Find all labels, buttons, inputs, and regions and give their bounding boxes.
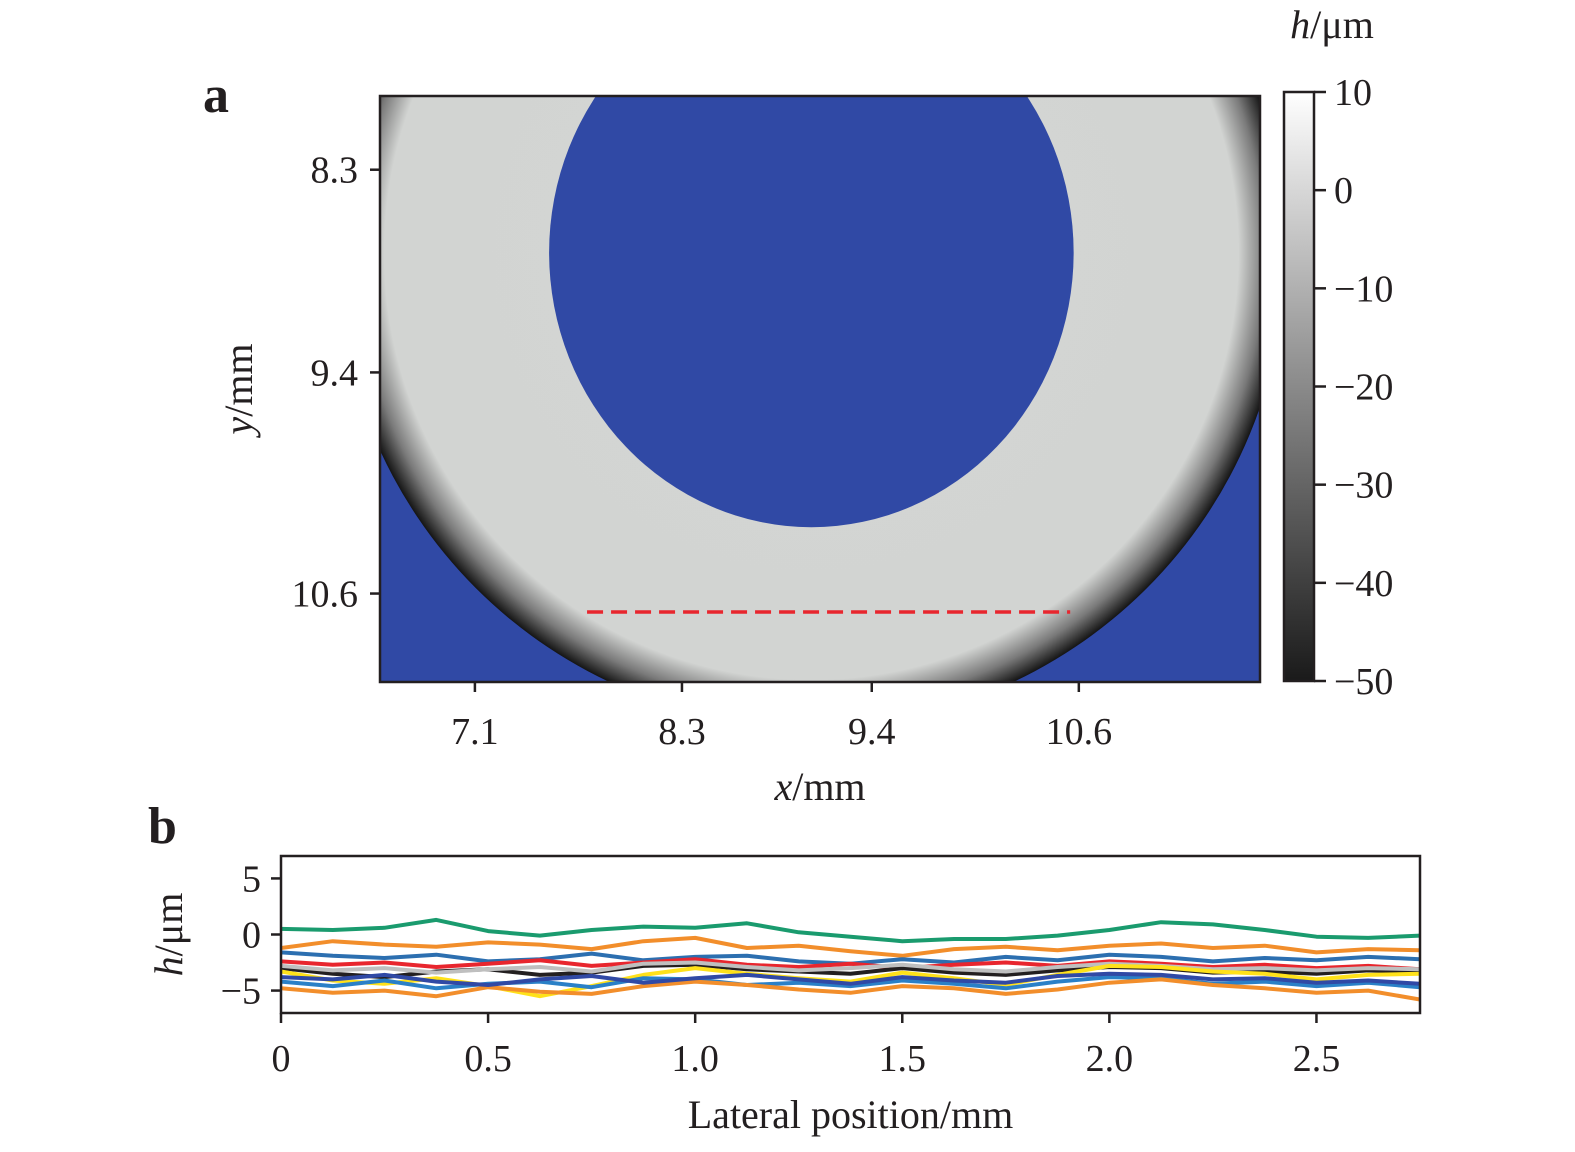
y-tick-label: 8.3: [311, 150, 359, 192]
heatmap-inner-hole: [549, 96, 1074, 528]
heatmap-frame: [378, 94, 1262, 684]
x-tick-label: 7.1: [451, 711, 499, 753]
y-axis-label-b: h/μm: [146, 893, 191, 977]
panel-b-line-chart: 0 0.5 1.0 1.5 2.0 2.5 5 0 −5 Lateral position/m…: [146, 854, 1422, 1137]
colorbar-tick-label: 10: [1334, 72, 1372, 114]
x-tick-label-b: 2.0: [1086, 1038, 1134, 1080]
x-tick-label: 8.3: [658, 711, 706, 753]
y-tick-label-b: −5: [221, 971, 261, 1013]
panel-label-b: b: [148, 798, 177, 855]
profile-series-line-2: [281, 935, 1420, 958]
profile-series-line-1: [281, 917, 1420, 944]
profile-series-line-4: [281, 957, 1420, 972]
profile-series-line-6: [281, 960, 1420, 975]
colorbar-tick-label: −30: [1334, 465, 1393, 507]
panel-a-heatmap: 7.1 8.3 9.4 10.6 8.3 9.4 10.6 x/mm y/mm: [216, 94, 1262, 809]
colorbar-tick-label: −10: [1334, 268, 1393, 310]
x-tick-label-b: 2.5: [1293, 1038, 1341, 1080]
profile-series-line-10: [281, 971, 1420, 987]
profile-series-line-9: [281, 977, 1420, 1002]
line-chart-frame: [279, 854, 1422, 1015]
x-tick-label-b: 0.5: [464, 1038, 512, 1080]
y-tick-label: 10.6: [292, 574, 359, 616]
colorbar: 10 0 −10 −20 −30 −40 −50 h/μm: [1282, 2, 1393, 703]
x-axis-label: x/mm: [773, 764, 865, 809]
x-tick-label-b: 1.0: [671, 1038, 719, 1080]
panel-label-a: a: [203, 67, 229, 124]
colorbar-tick-label: −50: [1334, 661, 1393, 703]
x-tick-label-b: 0: [272, 1038, 291, 1080]
colorbar-tick-label: 0: [1334, 170, 1353, 212]
colorbar-tick-label: −20: [1334, 367, 1393, 409]
y-tick-label-b: 0: [242, 915, 261, 957]
x-tick-label-b: 1.5: [879, 1038, 927, 1080]
colorbar-label: h/μm: [1290, 2, 1374, 47]
y-axis-label: y/mm: [216, 343, 261, 438]
colorbar-gradient: [1282, 90, 1316, 683]
colorbar-tick-label: −40: [1334, 563, 1393, 605]
x-axis-label-b: Lateral position/mm: [688, 1092, 1014, 1137]
x-tick-label: 10.6: [1046, 711, 1113, 753]
y-tick-label: 9.4: [311, 352, 359, 394]
y-tick-label-b: 5: [242, 858, 261, 900]
x-tick-label: 9.4: [848, 711, 896, 753]
